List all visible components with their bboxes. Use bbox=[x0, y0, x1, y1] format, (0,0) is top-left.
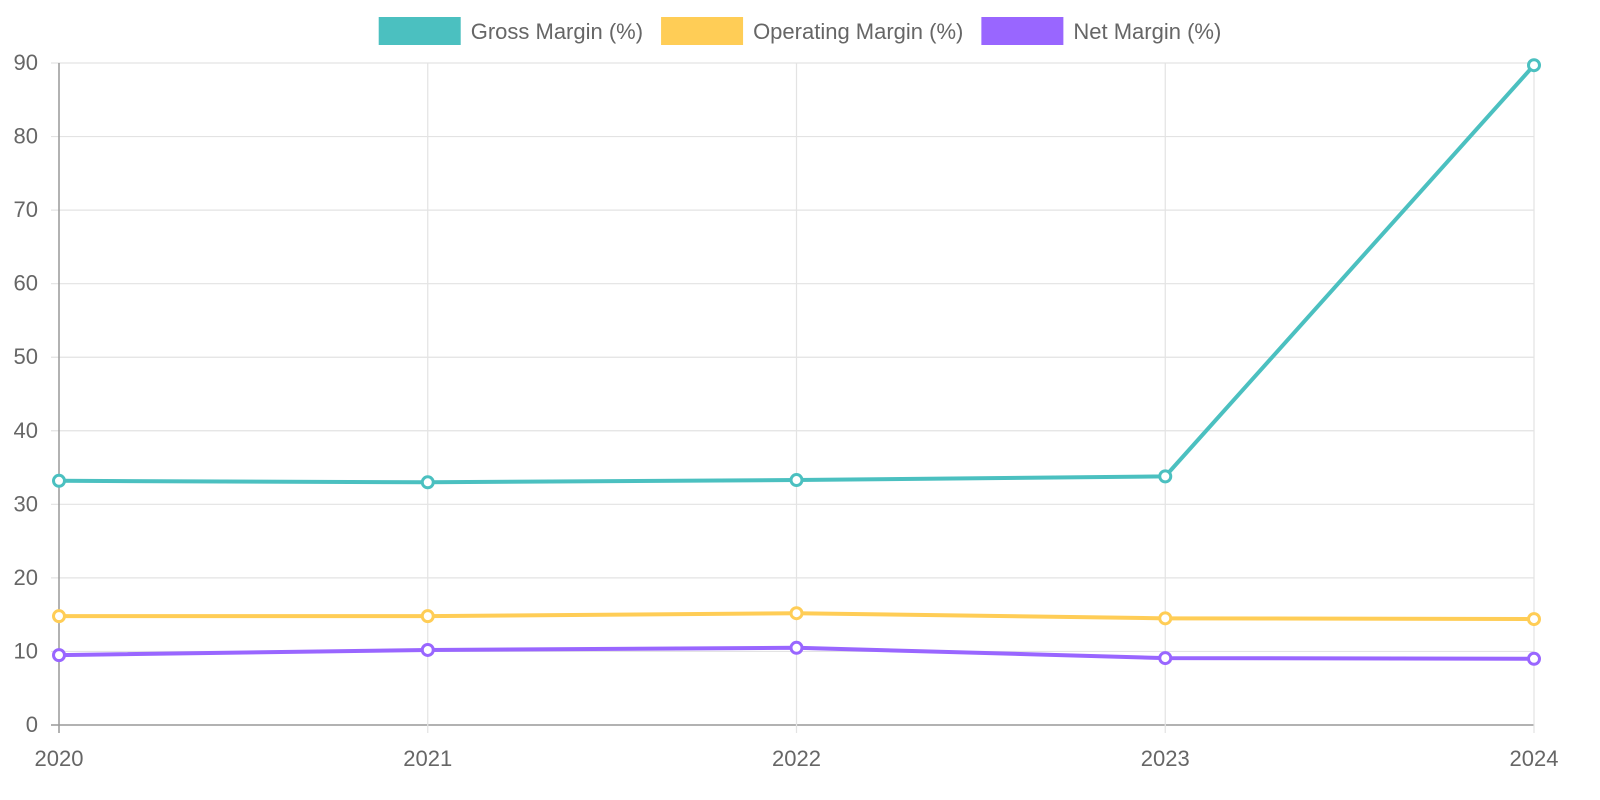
series-2 bbox=[52, 640, 1541, 666]
data-point[interactable] bbox=[1158, 611, 1173, 626]
series-0 bbox=[52, 58, 1541, 490]
legend-item[interactable]: Gross Margin (%) bbox=[378, 17, 643, 45]
data-point[interactable] bbox=[1527, 612, 1541, 627]
y-tick-label: 10 bbox=[14, 638, 38, 663]
data-point[interactable] bbox=[1527, 58, 1541, 73]
data-point[interactable] bbox=[420, 475, 435, 490]
axis-layer: 0 10 20 30 40 50 60 70 80 90 2020 2021 2022 2023 2024 bbox=[14, 50, 1559, 771]
legend-swatch bbox=[378, 17, 461, 45]
legend: Gross Margin (%) Operating Margin (%) Net … bbox=[378, 17, 1221, 45]
data-point[interactable] bbox=[52, 609, 66, 624]
legend-item[interactable]: Net Margin (%) bbox=[981, 17, 1221, 45]
series-1 bbox=[52, 606, 1541, 627]
data-point[interactable] bbox=[789, 473, 804, 488]
y-tick-label: 60 bbox=[14, 271, 38, 296]
series-layer bbox=[52, 58, 1541, 666]
legend-label: Net Margin (%) bbox=[1073, 19, 1221, 44]
data-point[interactable] bbox=[52, 473, 66, 488]
y-tick-label: 30 bbox=[14, 491, 38, 516]
data-point[interactable] bbox=[1158, 651, 1173, 666]
y-tick-label: 90 bbox=[14, 50, 38, 75]
grid-layer bbox=[51, 62, 1535, 733]
data-point[interactable] bbox=[420, 642, 435, 657]
legend-label: Operating Margin (%) bbox=[753, 19, 963, 44]
legend-item[interactable]: Operating Margin (%) bbox=[661, 17, 963, 45]
data-point[interactable] bbox=[52, 648, 66, 663]
y-tick-label: 40 bbox=[14, 418, 38, 443]
x-tick-label: 2023 bbox=[1141, 746, 1190, 771]
y-tick-label: 70 bbox=[14, 197, 38, 222]
x-tick-label: 2021 bbox=[403, 746, 452, 771]
y-tick-label: 0 bbox=[26, 712, 38, 737]
legend-label: Gross Margin (%) bbox=[471, 19, 643, 44]
data-point[interactable] bbox=[789, 606, 804, 621]
legend-swatch bbox=[981, 17, 1064, 45]
y-tick-label: 50 bbox=[14, 344, 38, 369]
y-tick-label: 20 bbox=[14, 565, 38, 590]
x-tick-label: 2024 bbox=[1510, 746, 1559, 771]
x-tick-label: 2020 bbox=[35, 746, 84, 771]
legend-swatch bbox=[661, 17, 744, 45]
data-point[interactable] bbox=[420, 609, 435, 624]
data-point[interactable] bbox=[1158, 469, 1173, 484]
data-point[interactable] bbox=[1527, 651, 1541, 666]
x-tick-label: 2022 bbox=[772, 746, 821, 771]
y-tick-label: 80 bbox=[14, 124, 38, 149]
data-point[interactable] bbox=[789, 640, 804, 655]
